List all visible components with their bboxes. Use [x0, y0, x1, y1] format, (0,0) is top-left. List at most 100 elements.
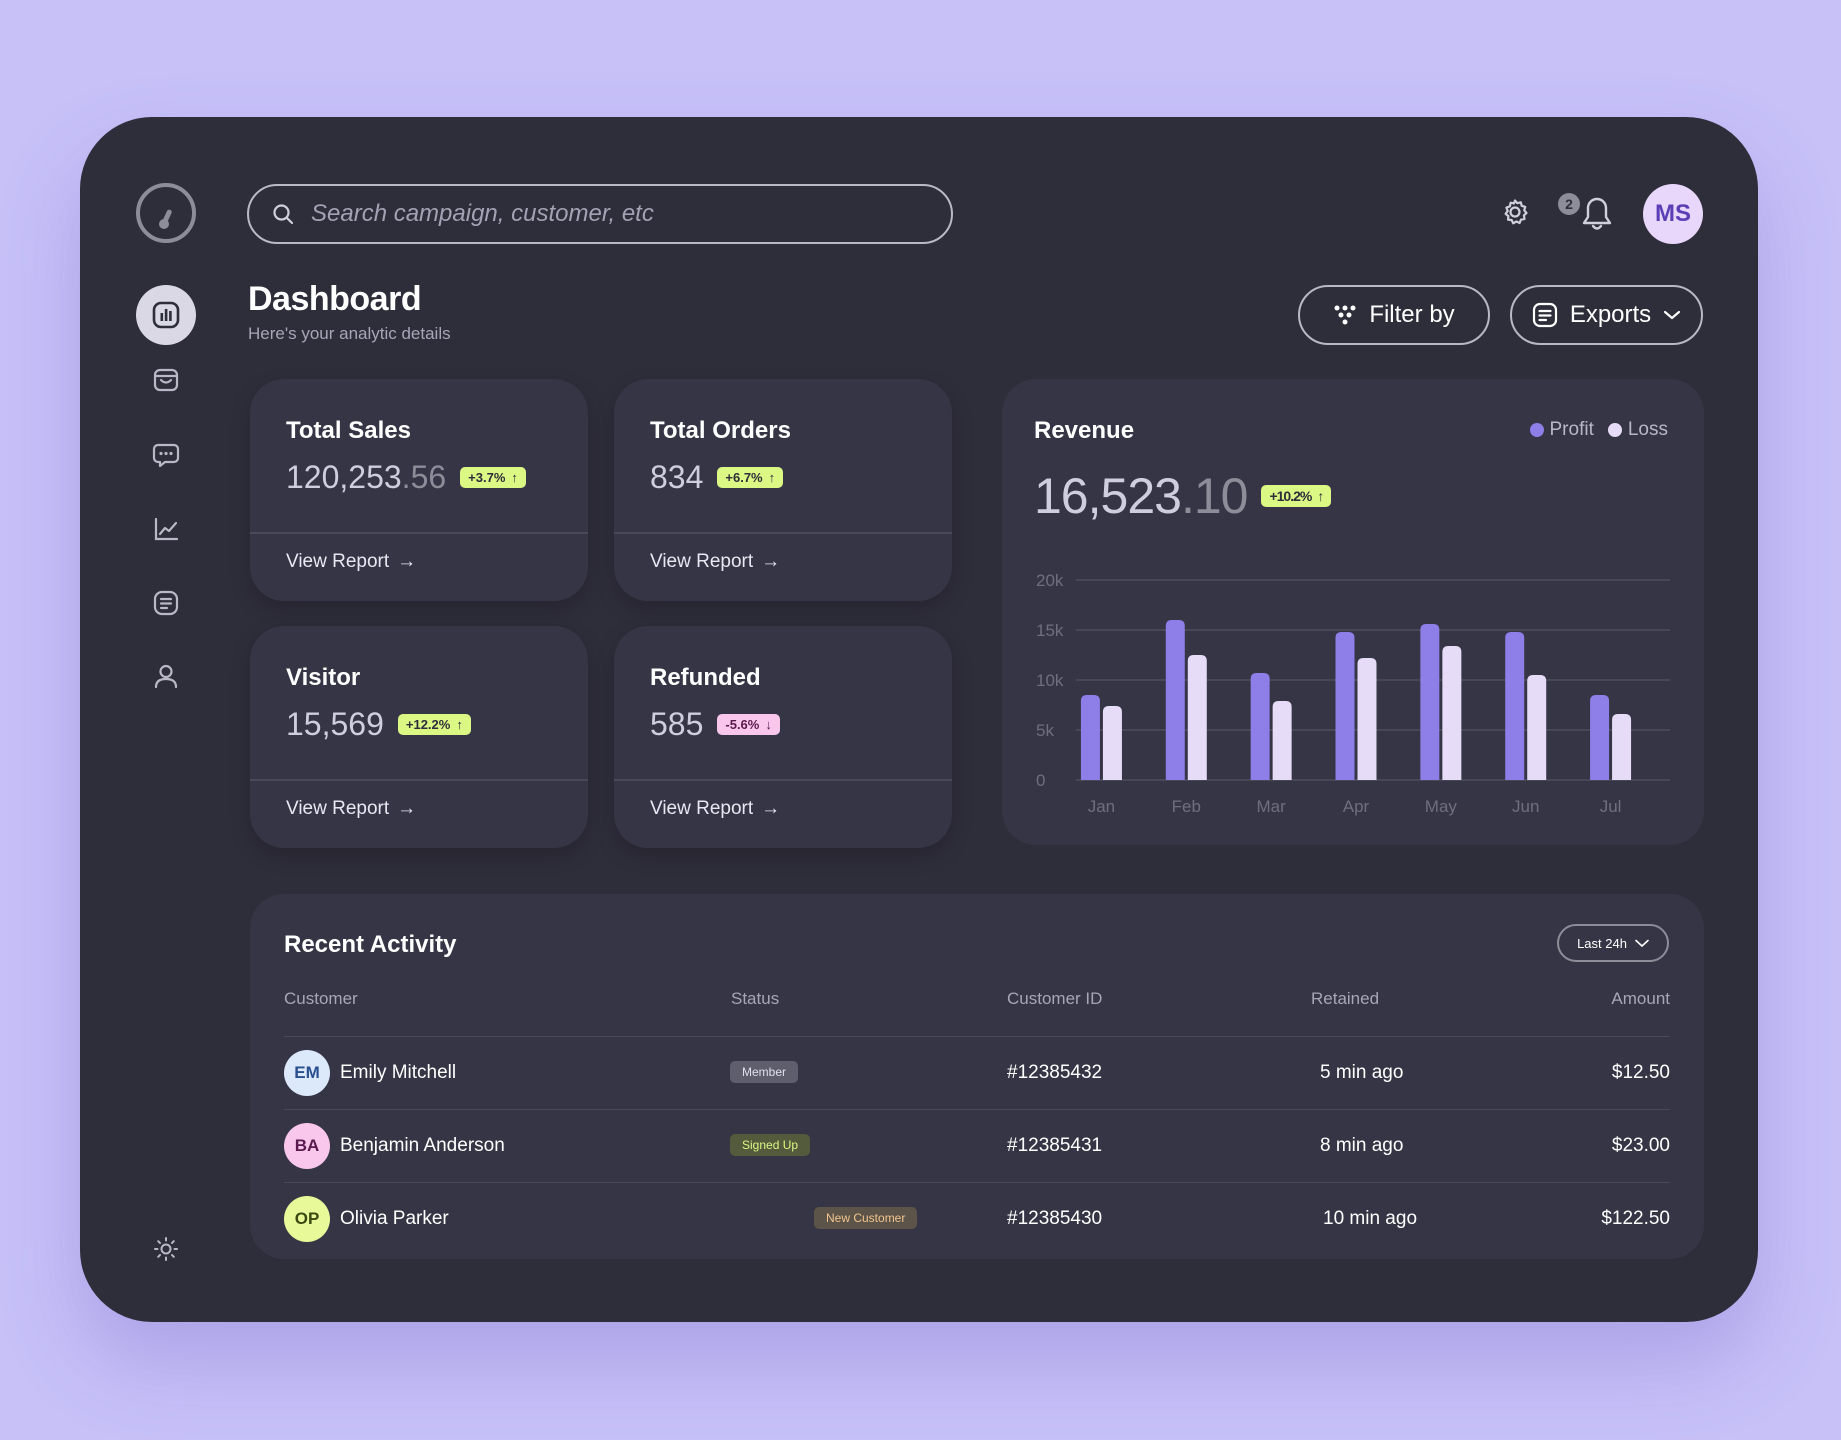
line-chart-icon	[154, 517, 179, 541]
view-report-link[interactable]: View Report →	[650, 551, 781, 572]
stat-card-value: 585 -5.6% ↓	[650, 706, 780, 743]
table-row[interactable]: EM Emily Mitchell	[284, 1050, 456, 1096]
column-header-customer-id[interactable]: Customer ID	[1007, 989, 1103, 1008]
legend-item-loss: Loss	[1607, 419, 1668, 441]
stat-card-label: Visitor	[286, 664, 361, 691]
settings-button[interactable]	[1500, 197, 1530, 232]
sun-icon	[154, 1237, 178, 1261]
retained-time: 10 min ago	[1323, 1208, 1418, 1229]
sidebar-item-profile[interactable]	[150, 660, 182, 692]
arrow-down-icon: ↓	[765, 717, 772, 732]
bar-profit-jun	[1505, 632, 1525, 780]
chevron-down-icon	[1664, 310, 1681, 320]
speedometer-logo-icon[interactable]	[136, 183, 196, 243]
bar-loss-jun	[1527, 675, 1547, 780]
filter-button[interactable]: Filter by	[1298, 285, 1490, 345]
bar-loss-jul	[1612, 714, 1632, 780]
x-tick-label: Mar	[1257, 797, 1287, 816]
view-report-link[interactable]: View Report →	[286, 798, 417, 819]
x-tick-label: May	[1425, 797, 1458, 816]
column-header-amount[interactable]: Amount	[1611, 989, 1670, 1008]
change-badge: +6.7% ↑	[717, 467, 784, 488]
filter-button-label: Filter by	[1369, 301, 1455, 328]
customer-id: #12385430	[1007, 1208, 1103, 1229]
y-tick-label: 20k	[1036, 571, 1064, 590]
x-tick-label: Jan	[1088, 797, 1115, 816]
stat-card-refunded: Refunded 585 -5.6% ↓ View Report →	[614, 626, 952, 848]
customer-id: #12385431	[1007, 1135, 1103, 1156]
recent-activity-title: Recent Activity	[284, 931, 457, 958]
stat-card-total-orders: Total Orders 834 +6.7% ↑ View Report →	[614, 379, 952, 601]
bar-loss-may	[1442, 646, 1462, 780]
bell-icon	[1582, 197, 1612, 230]
change-badge: +3.7% ↑	[460, 467, 526, 488]
sidebar-item-inbox[interactable]	[150, 364, 182, 396]
arrow-right-icon: →	[397, 551, 417, 572]
revenue-card: Revenue Profit Loss 16,523.10 +10.2% ↑ 20…	[1002, 379, 1704, 845]
column-header-customer[interactable]: Customer	[284, 989, 358, 1008]
search-input[interactable]	[311, 200, 891, 228]
status-badge: New Customer	[814, 1207, 918, 1229]
sidebar-item-dashboard[interactable]	[136, 285, 196, 345]
avatar: BA	[284, 1123, 330, 1169]
user-avatar[interactable]: MS	[1643, 184, 1703, 244]
stat-card-label: Total Orders	[650, 417, 791, 444]
arrow-right-icon: →	[397, 798, 417, 819]
change-badge: +12.2% ↑	[397, 714, 471, 735]
sidebar-item-documents[interactable]	[150, 587, 182, 619]
view-report-link[interactable]: View Report →	[650, 798, 781, 819]
page-subtitle: Here's your analytic details	[248, 324, 451, 343]
stat-card-value: 120,253.56 +3.7% ↑	[286, 459, 526, 496]
table-row[interactable]: BA Benjamin Anderson	[284, 1123, 505, 1169]
revenue-title: Revenue	[1034, 417, 1135, 444]
theme-toggle[interactable]	[150, 1233, 182, 1265]
arrow-up-icon: ↑	[511, 470, 518, 485]
bar-profit-jan	[1080, 695, 1100, 780]
y-tick-label: 15k	[1036, 621, 1064, 640]
customer-name: Benjamin Anderson	[340, 1135, 505, 1156]
search-bar[interactable]	[247, 184, 953, 244]
notification-count-badge: 2	[1558, 193, 1580, 215]
inbox-icon	[153, 368, 179, 392]
amount: $23.00	[1611, 1135, 1670, 1156]
filter-dots-icon	[1334, 305, 1356, 325]
column-header-retained[interactable]: Retained	[1311, 989, 1380, 1008]
bar-loss-feb	[1187, 655, 1207, 780]
amount: $122.50	[1601, 1208, 1670, 1229]
avatar: OP	[284, 1196, 330, 1242]
customer-name: Olivia Parker	[340, 1208, 449, 1229]
customer-id: #12385432	[1007, 1062, 1103, 1083]
chevron-down-icon	[1635, 939, 1649, 947]
x-tick-label: Apr	[1343, 797, 1370, 816]
view-report-link[interactable]: View Report →	[286, 551, 417, 572]
avatar: EM	[284, 1050, 330, 1096]
bar-loss-mar	[1272, 701, 1292, 780]
sidebar-item-messages[interactable]	[150, 439, 182, 471]
bar-loss-apr	[1357, 658, 1377, 780]
user-icon	[154, 664, 178, 689]
x-tick-label: Feb	[1172, 797, 1201, 816]
sidebar-item-analytics[interactable]	[150, 513, 182, 545]
table-row[interactable]: OP Olivia Parker	[284, 1196, 449, 1242]
stat-card-visitor: Visitor 15,569 +12.2% ↑ View Report →	[250, 626, 588, 848]
change-badge: +10.2% ↑	[1261, 485, 1332, 507]
stat-card-value: 834 +6.7% ↑	[650, 459, 784, 496]
column-header-status[interactable]: Status	[731, 989, 780, 1008]
stat-card-label: Total Sales	[286, 417, 411, 444]
bar-profit-apr	[1335, 632, 1355, 780]
arrow-up-icon: ↑	[768, 470, 776, 485]
arrow-right-icon: →	[761, 798, 781, 819]
dashboard-window: 2 MS Dashboard Here's your analytic deta…	[80, 117, 1758, 1322]
notifications-button[interactable]: 2	[1558, 193, 1618, 233]
export-document-icon	[1532, 302, 1557, 328]
bar-profit-mar	[1250, 673, 1270, 780]
arrow-right-icon: →	[761, 551, 781, 572]
recent-activity-card: Recent Activity Last 24h Customer Status…	[250, 894, 1704, 1259]
customer-name: Emily Mitchell	[340, 1062, 457, 1083]
arrow-up-icon: ↑	[1317, 488, 1324, 504]
page-title: Dashboard	[248, 280, 422, 318]
x-tick-label: Jun	[1512, 797, 1539, 816]
time-range-dropdown[interactable]: Last 24h	[1557, 924, 1669, 962]
chat-bubble-icon	[152, 443, 180, 468]
exports-button[interactable]: Exports	[1510, 285, 1703, 345]
